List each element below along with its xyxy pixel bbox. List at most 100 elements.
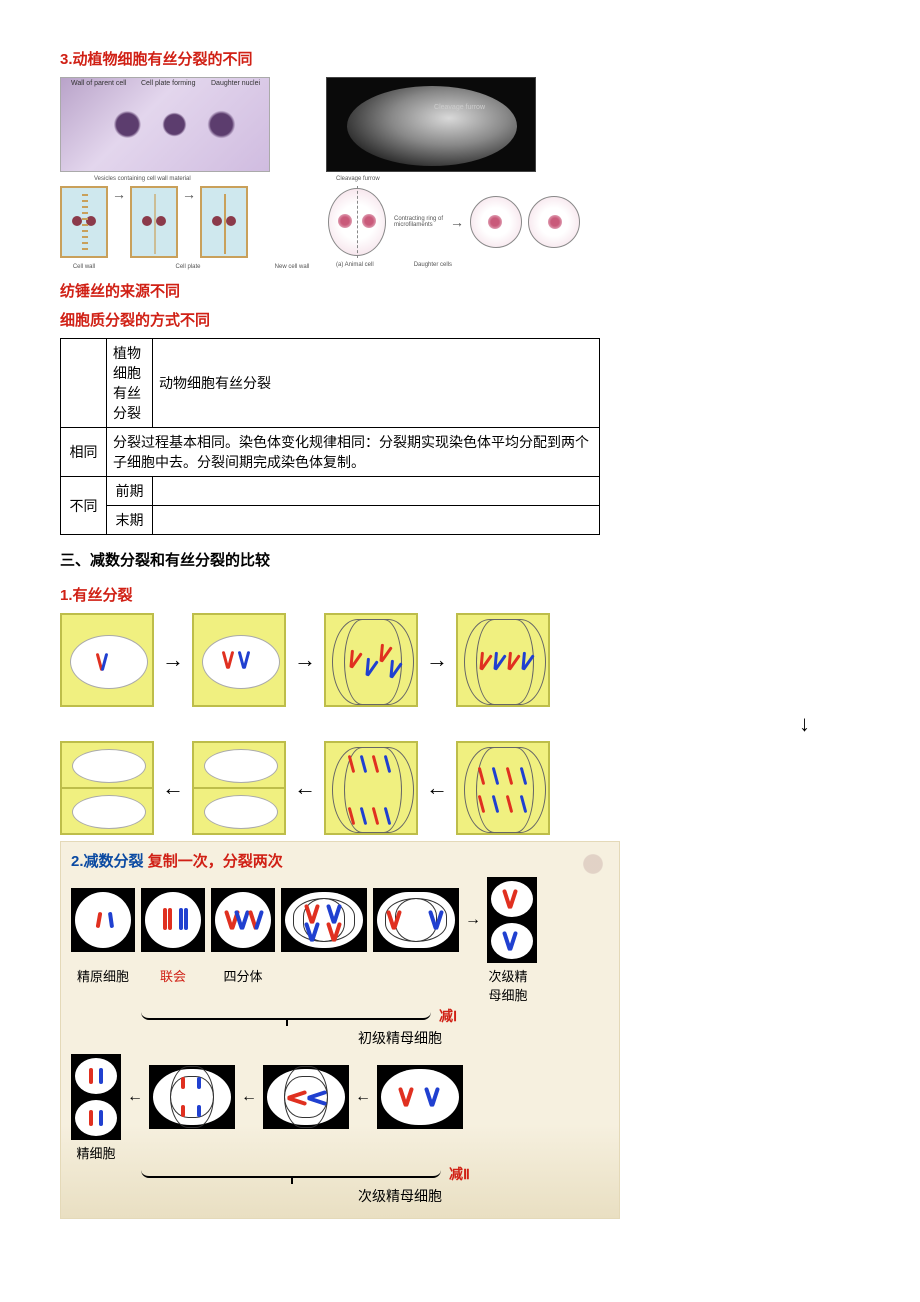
secondary-spermatocytes [487,877,537,963]
plant-micrograph: Wall of parent cell Cell plate forming D… [60,77,270,172]
mitosis-daughter-cells [60,741,154,835]
mitosis-heading: 1.有丝分裂 [60,584,860,605]
row-same-text: 分裂过程基本相同。染色体变化规律相同：分裂期实现染色体平均分配到两个子细胞中去。… [107,428,600,477]
brace-row-1: 减Ⅰ [71,1006,609,1026]
arrow-icon: → [426,647,448,673]
animal-lbl-d: (a) Animal cell [336,262,374,268]
mitosis-diagram: → → → ↓ ← [60,613,860,835]
figure-plant-column: Wall of parent cell Cell plate forming D… [60,77,316,270]
plant-cell-2 [130,186,178,258]
meiosis-heading: 2.减数分裂 复制一次，分裂两次 [71,850,609,871]
arrow-icon: ← [426,775,448,801]
arrow-icon: → [182,186,196,258]
tetrad-cell [211,888,275,952]
animal-bottom-labels: (a) Animal cell Daughter cells [336,262,580,268]
section3-title: 3.动植物细胞有丝分裂的不同 [60,48,860,69]
th-animal: 动物细胞有丝分裂 [153,339,600,428]
arrow-icon: → [465,911,481,929]
lbl-synapsis: 联会 [160,966,186,985]
arrow-icon: ← [294,775,316,801]
spermatogonium-cell [71,888,135,952]
arrow-icon: → [294,647,316,673]
meiosis1-metaphase-cell [281,888,367,952]
animal-micrograph: Cleavage furrow [326,77,536,172]
plant-lbl-d: New cell wall [268,264,316,270]
arrow-icon: → [112,186,126,258]
mitosis-telophase [192,741,286,835]
section-compare-heading: 三、减数分裂和有丝分裂的比较 [60,549,860,570]
mitosis-anaphase [456,741,550,835]
plant-step-cells: → → [60,186,316,258]
point-spindle-source: 纺锤丝的来源不同 [60,280,860,301]
plant-lbl-c: Cell plate [164,264,212,270]
arrow-icon: ← [241,1088,257,1106]
brace-icon [141,1170,441,1178]
lbl-primary: 初级精母细胞 [191,1028,609,1048]
animal-lbl-a: Cleavage furrow [336,176,580,182]
arrow-icon: ← [162,775,184,801]
lbl-meiosis1: 减Ⅰ [439,1006,457,1026]
mitosis-late-anaphase [324,741,418,835]
secondary-spermatocyte-2 [377,1065,463,1129]
lbl-secondary: 次级精母细胞 [483,966,533,1004]
figure-animal-column: Cleavage furrow Cleavage furrow Contract… [326,77,580,270]
comparison-table: 植物细胞有丝分裂 动物细胞有丝分裂 相同 分裂过程基本相同。染色体变化规律相同：… [60,338,600,535]
bg-tree-icon [573,846,613,906]
meiosis-row-1: → [71,877,609,963]
brace-icon [141,1012,431,1020]
plant-sublabel-b: Vesicles containing cell wall material [94,176,316,182]
plant-cell-1 [60,186,108,258]
table-row: 末期 [61,506,600,535]
figure-plant-vs-animal: Wall of parent cell Cell plate forming D… [60,77,860,270]
meiosis-heading-red: 复制一次，分裂两次 [148,853,283,870]
meiosis-labels-row-1: 精原细胞 联会 四分体 次级精母细胞 [71,966,609,1004]
row-same-label: 相同 [61,428,107,477]
lbl-tetrad: 四分体 [223,966,262,985]
arrow-icon: → [162,647,184,673]
arrow-icon: ← [127,1088,143,1106]
meiosis2-metaphase-cell [263,1065,349,1129]
animal-lbl-b: Contracting ring of microfilaments [394,216,444,228]
mitosis-row-1: → → → [60,613,860,707]
meiosis-diagram: 2.减数分裂 复制一次，分裂两次 [60,841,620,1219]
spermatids [71,1054,121,1140]
plant-cell-3 [200,186,248,258]
animal-lbl-c: Daughter cells [414,262,452,268]
animal-cells-divided [470,191,580,253]
micrograph-label-1: Wall of parent cell [71,80,126,87]
row-diff-telophase: 末期 [107,506,153,535]
table-row: 相同 分裂过程基本相同。染色体变化规律相同：分裂期实现染色体平均分配到两个子细胞… [61,428,600,477]
plant-bottom-labels: Cell wall Cell plate New cell wall [60,264,316,270]
lbl-meiosis2: 减Ⅱ [449,1164,470,1184]
row-diff-prophase: 前期 [107,477,153,506]
lbl-secondary2: 次级精母细胞 [191,1186,609,1206]
arrow-down-icon: ↓ [60,711,860,737]
mitosis-row-2: ← ← ← [60,741,860,835]
animal-step-cells: Contracting ring of microfilaments → [326,186,580,258]
furrow-label: Cleavage furrow [434,104,485,111]
mitosis-metaphase [456,613,550,707]
lbl-spermatid: 精细胞 [76,1143,115,1162]
arrow-icon: → [450,214,464,230]
lbl-spermatogonium: 精原细胞 [77,966,129,985]
meiosis1-anaphase-cell [373,888,459,952]
meiosis2-anaphase-cell [149,1065,235,1129]
micrograph-label-2: Cell plate forming [141,80,195,87]
animal-cell-pinching [326,186,388,258]
meiosis-labels-row-2: 精细胞 [71,1143,609,1162]
row-diff-label: 不同 [61,477,107,535]
mitosis-interphase-2 [192,613,286,707]
brace-row-2: 减Ⅱ [71,1164,609,1184]
meiosis-heading-prefix: 2.减数分裂 [71,853,144,870]
mitosis-prophase [324,613,418,707]
mitosis-interphase-1 [60,613,154,707]
table-row: 不同 前期 [61,477,600,506]
plant-lbl-a: Cell wall [60,264,108,270]
synapsis-cell [141,888,205,952]
point-cytokinesis-mode: 细胞质分裂的方式不同 [60,309,860,330]
micrograph-label-3: Daughter nuclei [211,80,260,87]
table-row: 植物细胞有丝分裂 动物细胞有丝分裂 [61,339,600,428]
meiosis-row-2: ← ← ← [71,1054,609,1140]
th-plant: 植物细胞有丝分裂 [107,339,153,428]
arrow-icon: ← [355,1088,371,1106]
